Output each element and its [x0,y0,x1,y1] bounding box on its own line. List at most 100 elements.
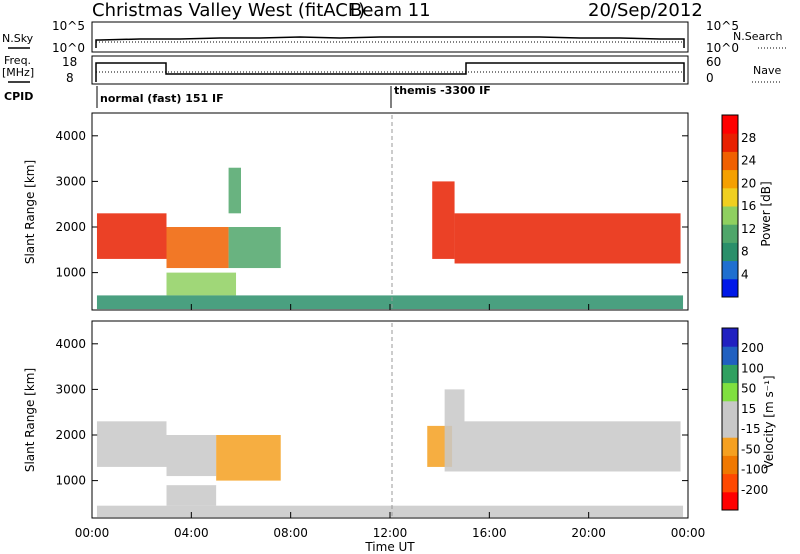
velocity-colorbar-segment [722,346,738,365]
power-colorbar-segment [722,260,738,280]
power-colorbar-label: Power [dB] [759,181,773,246]
velocity-colorbar-segment [722,400,738,420]
velocity-colorbar-segment [722,437,738,456]
velocity-y-axis: 1000 2000 3000 4000 [55,337,688,488]
heatmap-region [464,421,681,472]
freq-panel: 18 8 60 0 [62,55,721,85]
power-colorbar-segment [722,278,738,298]
noise-right-tick-top: 10^5 [706,19,739,33]
power-colorbar-segment [722,151,738,171]
power-colorbar-segment [722,115,738,134]
y-tick-label: 4000 [55,129,86,143]
velocity-colorbar-tick: -200 [741,483,768,497]
velocity-colorbar-segment [722,382,738,402]
power-colorbar-tick: 4 [741,267,749,281]
y-tick-label: 4000 [55,337,86,351]
power-colorbar-segment [722,242,738,262]
heatmap-region [454,213,681,264]
power-colorbar-tick: 16 [741,199,756,213]
velocity-colorbar-segment [722,364,738,384]
velocity-colorbar-tick: -15 [741,422,761,436]
noise-panel: 10^5 10^0 10^5 10^0 [52,19,739,55]
velocity-colorbar-segment [722,419,738,438]
time-x-axis: 00:00 04:00 08:00 12:00 16:00 20:00 00:00 [75,304,706,540]
noise-right-tick-bottom: 10^0 [706,41,739,55]
velocity-colorbar-tick: -50 [741,442,761,456]
cpid-label: CPID [4,90,33,103]
power-colorbar-segment [722,187,738,207]
heatmap-region [166,272,237,296]
freq-right-tick-top: 60 [706,55,721,69]
xlabel: Time UT [364,540,415,554]
velocity-ylabel: Slant Range [km] [23,368,37,472]
heatmap-region [432,181,455,259]
power-colorbar-tick: 12 [741,222,756,236]
noise-left-tick-top: 10^5 [52,19,85,33]
velocity-colorbar-segment [722,328,738,347]
x-tick-label: 12:00 [373,526,408,540]
x-tick-label: 08:00 [273,526,308,540]
x-tick-label: 20:00 [571,526,606,540]
freq-left-tick-bottom: 8 [66,71,74,85]
plot-title: Christmas Valley West (fitACF) [92,0,365,21]
power-colorbar-tick: 24 [741,154,756,168]
power-colorbar: 28 24 20 16 12 8 4 [721,114,756,298]
power-colorbar-tick: 8 [741,245,749,259]
nsearch-label: N.Search [733,30,783,43]
power-ylabel: Slant Range [km] [23,160,37,264]
velocity-colorbar-segment [722,473,738,493]
freq-left-tick-top: 18 [62,55,77,69]
cpid-panel: normal (fast) 151 IF themis -3300 IF [96,84,491,108]
velocity-colorbar-label: Velocity [m s⁻¹] [762,375,776,468]
velocity-colorbar-tick: 200 [741,341,764,355]
heatmap-region [444,389,465,472]
y-tick-label: 3000 [55,174,86,188]
heatmap-region [166,485,217,506]
y-tick-label: 1000 [55,474,86,488]
heatmap-region [166,435,217,477]
date-label: 20/Sep/2012 [588,0,703,21]
power-panel: Slant Range [km] 1000 2000 3000 4000 [23,112,689,311]
freq-panel-frame [91,55,689,85]
freq-label: Freq. [4,54,31,67]
heatmap-region [96,295,684,310]
cpid-mode-2: themis -3300 IF [394,84,491,97]
x-tick-label: 04:00 [174,526,209,540]
x-tick-label: 00:00 [75,526,110,540]
noise-sky-line [95,36,685,48]
velocity-colorbar-frame [721,327,739,511]
x-tick-label: 16:00 [472,526,507,540]
y-tick-label: 3000 [55,382,86,396]
heatmap-region [166,227,229,269]
y-tick-label: 1000 [55,266,86,280]
velocity-colorbar-tick: 50 [741,382,756,396]
beam-label: Beam 11 [350,0,431,21]
heatmap-region [96,421,167,467]
noise-left-tick-bottom: 10^0 [52,41,85,55]
power-colorbar-tick: 20 [741,176,756,190]
cpid-mode-1: normal (fast) 151 IF [100,92,224,105]
power-y-axis: 1000 2000 3000 4000 [55,129,688,280]
mhz-label: [MHz] [2,66,34,79]
velocity-colorbar-tick: -100 [741,463,768,477]
nsky-label: N.Sky [2,32,34,45]
power-heatmap [96,167,684,310]
freq-right-tick-bottom: 0 [706,71,714,85]
power-colorbar-segment [722,206,738,225]
freq-line [95,62,685,82]
velocity-heatmap [96,389,684,518]
heatmap-region [216,435,281,481]
velocity-colorbar-tick: 15 [741,402,756,416]
velocity-colorbar-tick: 100 [741,361,764,375]
heatmap-region [228,227,281,269]
heatmap-region [96,505,684,518]
velocity-colorbar: 200 100 50 15 -15 -50 -100 -200 [721,327,768,511]
x-tick-label: 00:00 [671,526,706,540]
nave-label: Nave [753,64,781,77]
power-colorbar-segment [722,133,738,152]
y-tick-label: 2000 [55,220,86,234]
power-colorbar-tick: 28 [741,131,756,145]
power-colorbar-segment [722,224,738,243]
